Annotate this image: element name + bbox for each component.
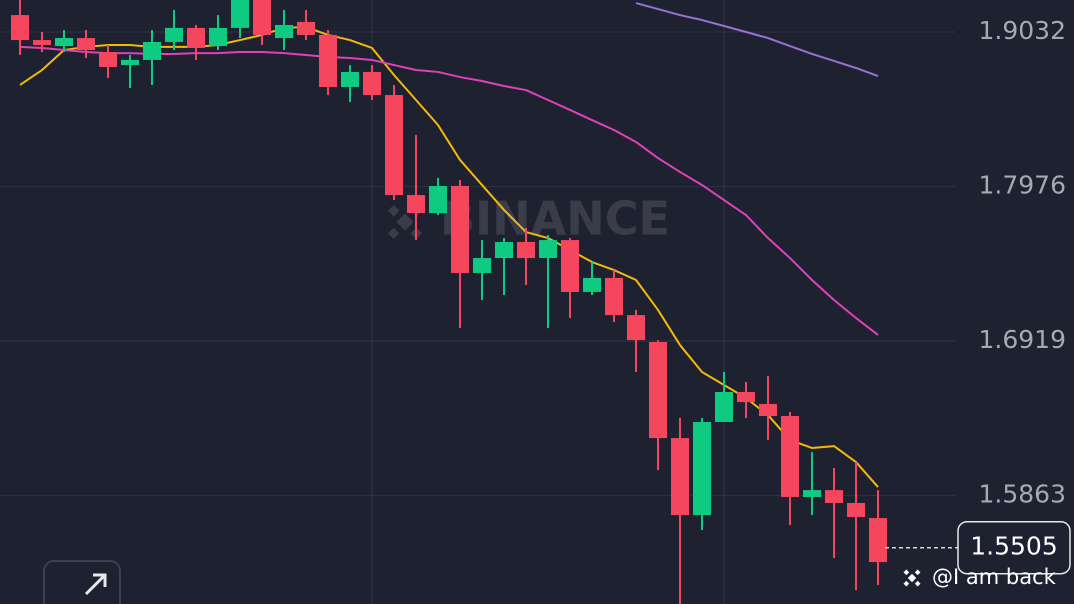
candle-body <box>341 71 359 87</box>
candle-body <box>737 391 755 403</box>
candle-body <box>187 27 205 48</box>
candle-body <box>803 490 821 497</box>
candle-body <box>605 277 623 316</box>
candle-body <box>649 341 667 439</box>
caption-text: @I am back <box>932 565 1057 589</box>
candle-body <box>209 27 227 47</box>
candle-body <box>825 490 843 503</box>
button-frame[interactable] <box>43 560 121 604</box>
moving-average-line <box>19 26 879 488</box>
grid-layer: 1.9032 1.7976 1.6919 1.5863 <box>0 16 1066 508</box>
y-tick-label: 1.5863 <box>979 479 1066 508</box>
candle-body <box>671 438 689 516</box>
candle-body <box>715 391 733 422</box>
candle-body <box>11 15 29 41</box>
candle-layer <box>11 0 887 604</box>
candle-body <box>407 195 425 214</box>
candle-body <box>165 27 183 42</box>
candle-body <box>517 241 535 259</box>
candle-body <box>297 21 315 35</box>
candle-body <box>429 185 447 214</box>
moving-average-line <box>635 2 879 77</box>
candle-body <box>319 34 337 87</box>
candle-body <box>539 240 557 259</box>
candle-body <box>363 71 381 96</box>
candle-body <box>759 403 777 416</box>
price-layer: 1.5505 <box>885 520 1071 575</box>
candle-body <box>121 59 139 66</box>
price-box <box>957 520 1071 575</box>
candle-body <box>869 518 887 563</box>
candle-body <box>583 277 601 292</box>
candle-body <box>495 241 513 259</box>
arrow-icon <box>93 573 107 587</box>
y-tick-label: 1.7976 <box>979 170 1066 199</box>
price-label: 1.5505 <box>970 532 1057 561</box>
candle-body <box>561 240 579 292</box>
moving-average-layer <box>19 2 879 488</box>
candle-body <box>847 502 865 518</box>
candle-body <box>473 258 491 273</box>
expand-button[interactable] <box>43 560 121 604</box>
candle-body <box>451 185 469 273</box>
candle-body <box>627 315 645 341</box>
arrow-icon <box>84 573 107 596</box>
candle-body <box>99 52 117 67</box>
moving-average-line <box>19 45 879 336</box>
y-tick-label: 1.9032 <box>979 16 1066 45</box>
candle-body <box>693 421 711 516</box>
candle-body <box>231 0 249 28</box>
candle-body <box>385 95 403 196</box>
watermark-text: BINANCE <box>440 192 670 246</box>
candle-body <box>55 38 73 47</box>
candle-body <box>143 41 161 60</box>
candle-body <box>275 25 293 39</box>
candle-body <box>77 38 95 51</box>
candle-body <box>253 0 271 35</box>
candle-body <box>781 415 799 497</box>
candle-body <box>33 40 51 46</box>
y-tick-label: 1.6919 <box>979 325 1066 354</box>
